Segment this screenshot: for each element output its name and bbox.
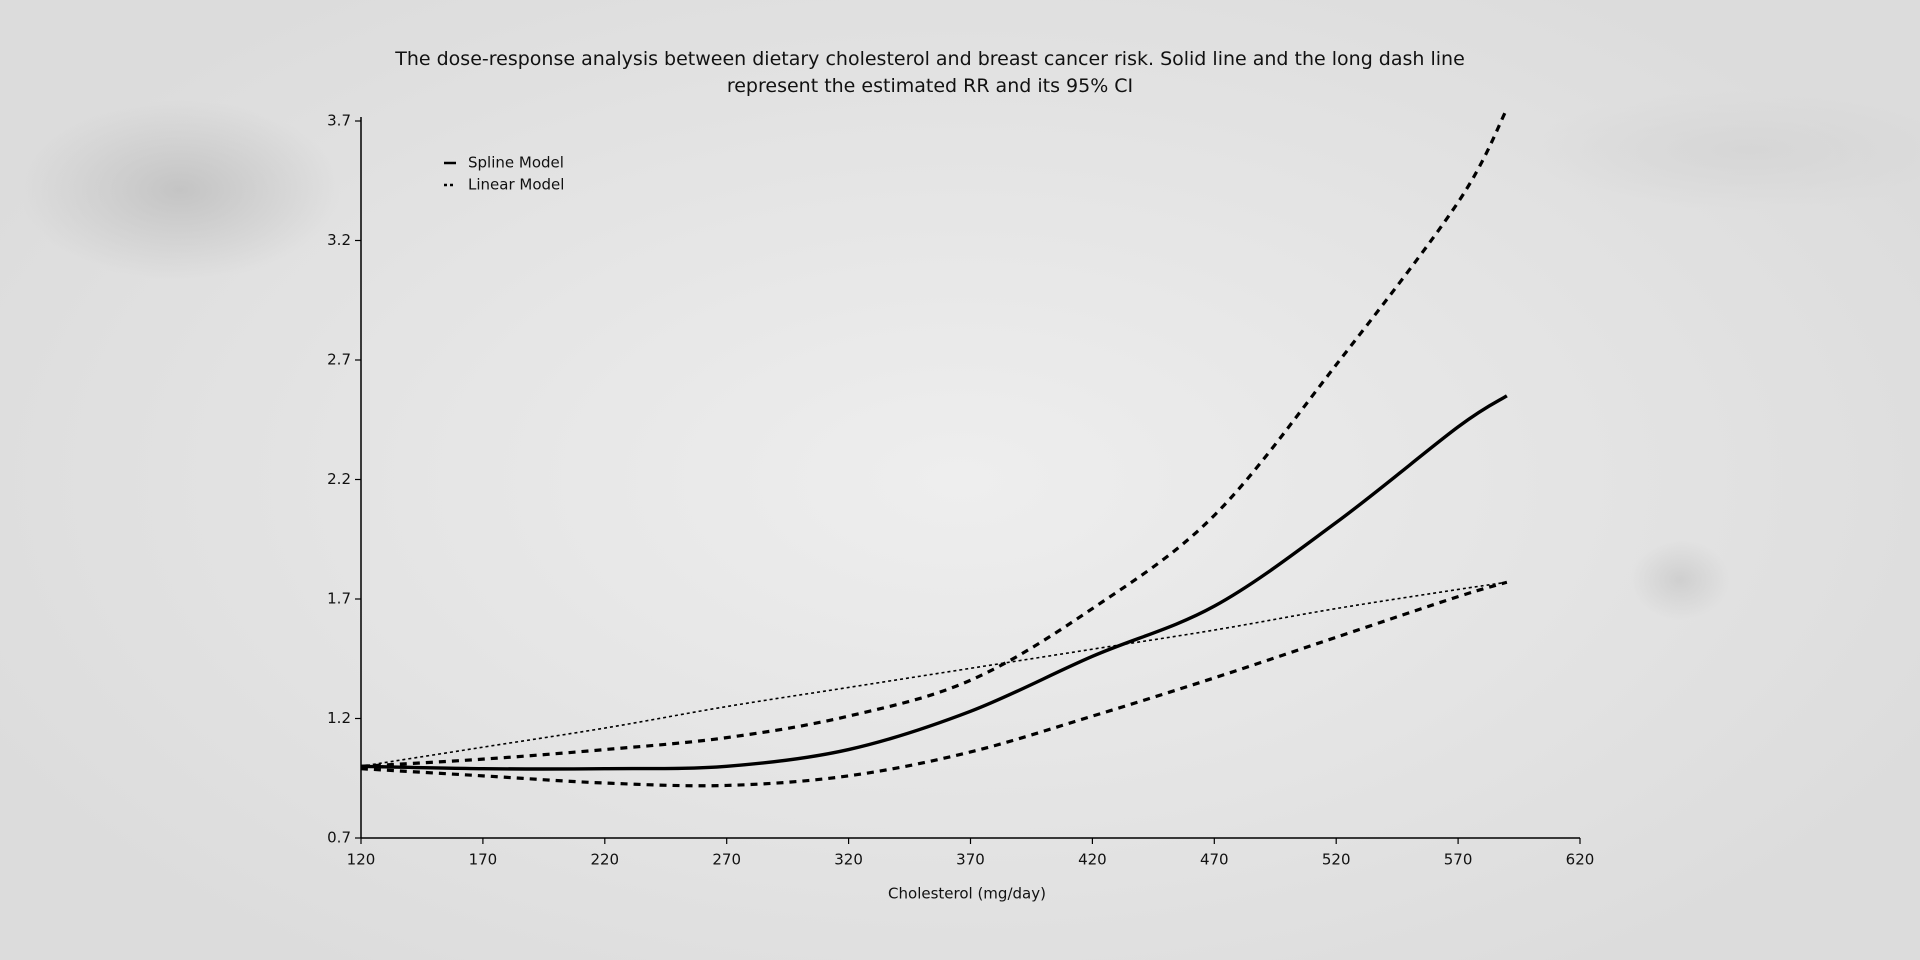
- legend-label: Spline Model: [468, 154, 564, 172]
- x-tick-label: 320: [834, 851, 863, 869]
- x-axis-label: Cholesterol (mg/day): [888, 885, 1046, 903]
- x-tick-label: 370: [956, 851, 985, 869]
- chart-title: The dose-response analysis between dieta…: [395, 48, 1465, 97]
- y-tick-label: 1.2: [327, 709, 351, 727]
- series-line: [360, 108, 1509, 768]
- y-tick-label: 2.2: [327, 470, 351, 488]
- x-tick-label: 120: [347, 851, 376, 869]
- legend-label: Linear Model: [468, 176, 564, 194]
- series-line: [360, 580, 1508, 788]
- x-tick-label: 270: [712, 851, 741, 869]
- y-tick-label: 1.7: [327, 590, 351, 608]
- x-tick-label: 170: [469, 851, 498, 869]
- y-tick-label: 2.7: [327, 351, 351, 369]
- y-tick-label: 0.7: [327, 829, 351, 847]
- x-tick-label: 420: [1078, 851, 1107, 869]
- x-tick-label: 570: [1444, 851, 1473, 869]
- series-line: [360, 581, 1507, 768]
- x-tick-label: 220: [590, 851, 619, 869]
- x-tick-label: 520: [1322, 851, 1351, 869]
- x-tick-label: 620: [1566, 851, 1595, 869]
- series-line: [360, 394, 1508, 771]
- y-tick-label: 3.7: [327, 112, 351, 130]
- y-tick-label: 3.2: [327, 231, 351, 249]
- x-tick-label: 470: [1200, 851, 1229, 869]
